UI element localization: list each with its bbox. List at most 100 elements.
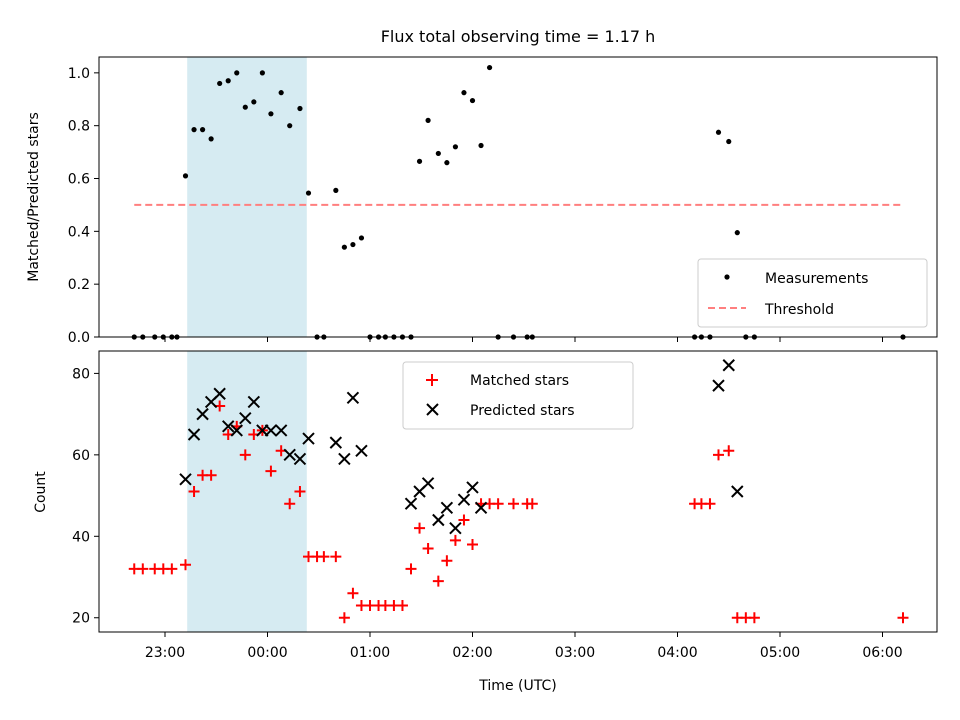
bottom-y-axis-label: Count	[33, 471, 49, 513]
measurement-point	[251, 99, 257, 105]
matched-star-point	[748, 612, 760, 624]
measurement-point	[182, 173, 189, 179]
predicted-star-point	[449, 521, 462, 535]
matched-star-point	[441, 555, 453, 567]
top-legend-box	[697, 258, 928, 328]
measurement-point	[333, 187, 339, 193]
predicted-star-point	[230, 424, 243, 437]
measurement-point	[358, 235, 365, 241]
predicted-star-point	[474, 501, 488, 514]
predicted-star-point	[187, 428, 201, 441]
predicted-star-point	[457, 493, 471, 506]
measurement-point	[469, 97, 476, 104]
measurement-point	[444, 160, 450, 166]
top-x-ticks	[164, 337, 883, 342]
bottom-x-tick-label: 03:00	[555, 645, 595, 661]
matched-star-point	[188, 486, 200, 497]
matched-star-point	[318, 551, 330, 563]
bottom-x-tick-label: 00:00	[247, 645, 287, 661]
matched-star-point	[432, 575, 444, 587]
predicted-star-point	[466, 481, 479, 494]
predicted-star-point	[302, 432, 315, 445]
top-y-tick-label: 0.4	[68, 224, 90, 240]
measurement-point	[425, 117, 431, 123]
predicted-star-point	[283, 448, 296, 462]
top-y-tick-label: 0.2	[68, 277, 90, 293]
top-y-axis-label: Matched/Predicted stars	[26, 112, 42, 282]
predicted-star-point	[355, 444, 368, 457]
bottom-y-tick-label: 20	[72, 611, 90, 627]
measurement-point	[715, 129, 722, 135]
measurement-point	[452, 144, 459, 150]
predicted-star-point	[264, 424, 278, 437]
bottom-x-ticks: 23:00 00:00 01:00 02:00 03:00 04:00 05:00 06:00	[145, 632, 903, 661]
measurement-point	[259, 70, 265, 76]
measurement-point	[478, 142, 484, 149]
legend-predicted-marker	[426, 403, 439, 416]
matched-star-point	[166, 563, 178, 575]
bottom-panel: 20 40 60 80 23:00 00:00 01:00 02:00 03:00 04:00 0…	[33, 350, 938, 694]
measurement-point	[435, 150, 441, 157]
matched-star-point	[492, 498, 504, 510]
predicted-star-point	[329, 436, 343, 449]
measurement-point	[225, 78, 231, 84]
matched-star-point	[137, 563, 149, 575]
top-chart-title: Flux total observing time = 1.17 h	[381, 27, 656, 46]
legend-matched-label: Matched stars	[470, 373, 569, 389]
matched-star-point	[205, 469, 217, 481]
measurement-point	[217, 80, 223, 87]
bottom-legend: Matched stars Predicted stars	[402, 361, 634, 430]
matched-star-point	[704, 498, 716, 510]
matched-star-point	[347, 587, 359, 599]
matched-star-point	[338, 612, 350, 624]
top-y-tick-label: 1.0	[68, 66, 90, 82]
matched-star-point	[897, 612, 909, 624]
matched-star-point	[414, 522, 426, 534]
top-y-tick-label: 0.6	[68, 172, 90, 188]
predicted-star-point	[196, 407, 209, 421]
matched-star-point	[723, 445, 735, 457]
top-plot-frame	[98, 56, 938, 338]
measurement-point	[242, 104, 248, 110]
measurement-point	[726, 138, 732, 145]
top-shaded-interval	[187, 57, 307, 337]
matched-star-point	[508, 498, 519, 510]
bottom-plot-frame	[98, 350, 938, 633]
bottom-x-tick-label: 06:00	[862, 645, 902, 661]
measurement-point	[191, 127, 197, 133]
matched-star-point	[526, 498, 538, 510]
measurement-point	[208, 136, 214, 142]
bottom-x-tick-label: 02:00	[452, 645, 492, 661]
predicted-star-point	[731, 485, 744, 498]
predicted-star-point	[440, 501, 454, 514]
matched-star-point	[422, 543, 434, 555]
matched-star-point	[713, 449, 724, 461]
legend-matched-marker	[426, 374, 438, 386]
predicted-star-point	[239, 411, 252, 425]
legend-threshold-label: Threshold	[764, 302, 834, 318]
measurement-point	[278, 90, 284, 96]
bottom-shaded-interval	[187, 351, 307, 632]
bottom-x-tick-label: 01:00	[350, 645, 390, 661]
measurement-point	[341, 244, 347, 250]
matched-star-point	[284, 498, 296, 510]
top-panel: Flux total observing time = 1.17 h 0.00.…	[26, 27, 938, 346]
predicted-star-point	[222, 420, 235, 433]
predicted-star-point	[247, 395, 261, 409]
bottom-y-tick-label: 80	[72, 366, 90, 382]
matched-star-point	[396, 600, 408, 612]
bottom-x-tick-label: 04:00	[657, 645, 697, 661]
matched-star-point	[458, 514, 470, 526]
bottom-data-marks	[128, 359, 909, 624]
matched-star-point	[405, 563, 417, 575]
measurement-point	[234, 70, 240, 76]
predicted-star-point	[722, 359, 735, 372]
matched-star-point	[294, 486, 306, 497]
matched-star-point	[180, 559, 191, 571]
x-axis-label: Time (UTC)	[478, 678, 556, 694]
legend-measurements-label: Measurements	[765, 271, 868, 287]
measurement-point	[461, 90, 467, 96]
predicted-star-point	[338, 452, 351, 466]
